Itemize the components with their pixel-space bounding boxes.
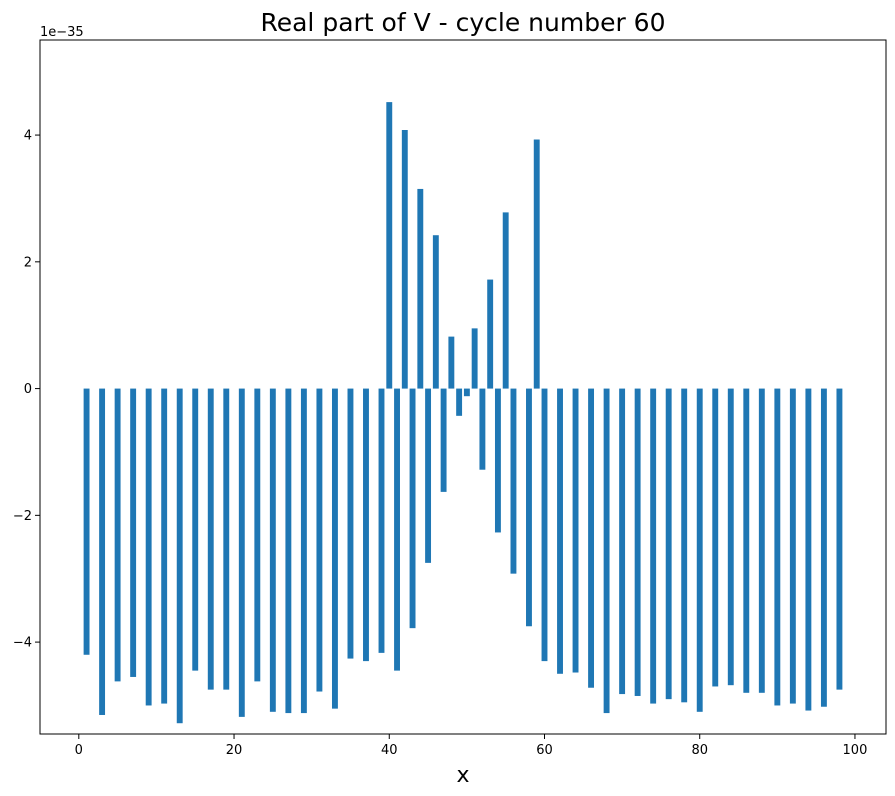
- bar-4: [145, 388, 152, 706]
- y-tick-label: 4: [24, 129, 32, 144]
- bar-21: [394, 388, 400, 671]
- bar-48: [681, 388, 688, 703]
- y-tick-label: −4: [13, 636, 32, 651]
- bar-5: [161, 388, 168, 704]
- bar-1: [99, 388, 106, 715]
- bar-20: [386, 102, 393, 389]
- bar-3: [130, 388, 137, 677]
- bar-13: [285, 388, 292, 714]
- bar-17: [347, 388, 354, 659]
- bar-56: [805, 388, 812, 711]
- bar-16: [331, 388, 338, 709]
- y-offset-label: 1e−35: [40, 25, 84, 40]
- bar-10: [238, 388, 245, 717]
- bar-57: [820, 388, 827, 707]
- bar-46: [650, 388, 657, 704]
- bars-group: [83, 102, 843, 724]
- bar-11: [254, 388, 261, 682]
- bar-34: [494, 388, 501, 533]
- x-axis-label: x: [456, 763, 469, 788]
- plot-frame: [39, 39, 887, 735]
- bar-29: [456, 388, 463, 416]
- bar-51: [727, 388, 734, 686]
- x-tick-label: 40: [381, 743, 398, 758]
- bar-35: [502, 212, 509, 389]
- bar-39: [541, 388, 548, 662]
- bar-47: [665, 388, 672, 700]
- bar-28: [448, 336, 455, 389]
- bar-12: [269, 388, 276, 712]
- bar-25: [425, 388, 432, 563]
- bar-41: [572, 388, 579, 673]
- bar-38: [533, 139, 540, 389]
- bar-32: [479, 388, 486, 470]
- bar-23: [409, 388, 416, 629]
- bar-45: [634, 388, 641, 696]
- bar-30: [463, 388, 470, 397]
- bar-7: [192, 388, 199, 671]
- bar-49: [696, 388, 703, 712]
- bar-31: [471, 328, 478, 389]
- bar-36: [510, 388, 517, 574]
- bar-43: [603, 388, 610, 714]
- bar-8: [207, 388, 214, 690]
- bar-14: [300, 388, 307, 714]
- bar-58: [836, 388, 843, 690]
- chart-title: Real part of V - cycle number 60: [260, 8, 665, 37]
- x-tick-label: 80: [691, 743, 708, 758]
- bar-0: [83, 388, 90, 655]
- bar-52: [743, 388, 750, 693]
- bar-18: [363, 388, 369, 662]
- x-tick-label: 100: [843, 743, 868, 758]
- y-tick-label: 0: [24, 382, 32, 397]
- y-tick-label: −2: [13, 509, 32, 524]
- bar-24: [417, 188, 424, 389]
- bar-54: [774, 388, 781, 706]
- axes-group: 0 20 40 60 80 100 −4 −2 0 2 4: [13, 129, 868, 758]
- bar-15: [316, 388, 323, 692]
- y-tick-label: 2: [24, 255, 32, 270]
- x-tick-label: 20: [226, 743, 243, 758]
- bar-26: [432, 235, 439, 389]
- bar-9: [223, 388, 230, 690]
- bar-42: [588, 388, 595, 688]
- bar-22: [401, 130, 408, 389]
- bar-19: [378, 388, 385, 653]
- bar-53: [758, 388, 765, 693]
- bar-2: [114, 388, 121, 682]
- bar-50: [712, 388, 719, 687]
- x-tick-label: 60: [536, 743, 553, 758]
- bar-37: [526, 388, 532, 627]
- x-tick-label: 0: [75, 743, 83, 758]
- bar-6: [176, 388, 183, 724]
- bar-55: [789, 388, 796, 704]
- bar-27: [440, 388, 447, 492]
- bar-33: [487, 279, 494, 389]
- bar-44: [619, 388, 626, 695]
- bar-40: [557, 388, 563, 674]
